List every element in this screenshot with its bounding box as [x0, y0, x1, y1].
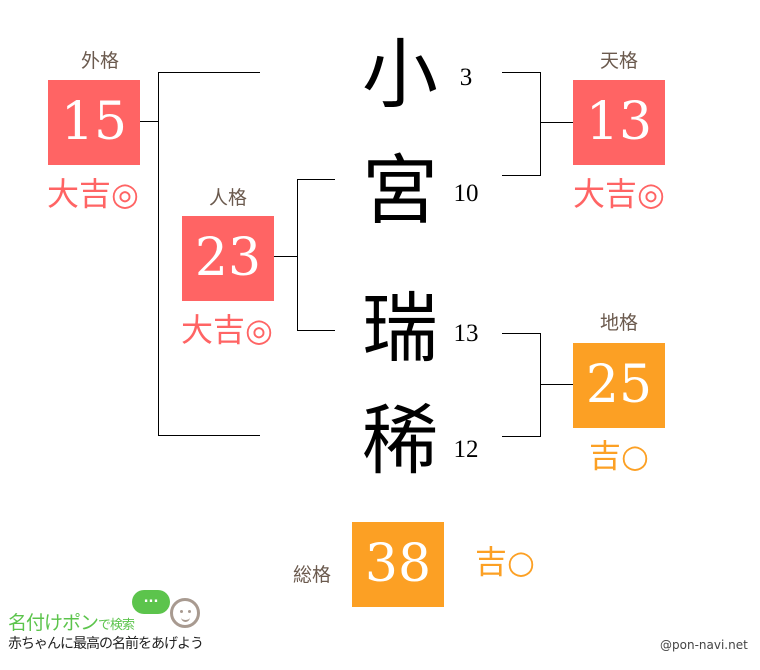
connector-line: [158, 72, 260, 73]
jinkaku-result: 大吉◎: [181, 311, 273, 349]
name-char-2: 宮: [362, 146, 438, 235]
connector-line: [297, 179, 298, 330]
chikaku-value: 25: [573, 343, 665, 428]
speech-bubble-icon: ...: [132, 590, 170, 614]
connector-line: [540, 72, 541, 176]
connector-line: [502, 333, 540, 334]
jinkaku-label: 人格: [208, 187, 247, 209]
name-char-3: 瑞: [362, 284, 438, 373]
connector-line: [297, 179, 335, 180]
tenkaku-result: 大吉◎: [573, 175, 665, 213]
tagline: 赤ちゃんに最高の名前をあげよう: [8, 636, 204, 652]
connector-line: [540, 384, 573, 385]
connector-line: [540, 122, 573, 123]
brand-suffix: で検索: [98, 618, 135, 633]
baby-face-icon: [170, 598, 200, 628]
soukaku-result: 吉○: [475, 543, 535, 581]
connector-line: [502, 436, 540, 437]
stroke-count-3: 13: [453, 320, 479, 347]
tenkaku-value: 13: [573, 80, 665, 165]
gaikaku-label: 外格: [80, 50, 119, 72]
soukaku-label: 総格: [292, 564, 331, 586]
connector-line: [540, 333, 541, 437]
brand-title: 名付けポン: [8, 612, 99, 634]
gaikaku-value: 15: [48, 80, 140, 165]
gaikaku-result: 大吉◎: [47, 175, 139, 213]
connector-line: [502, 72, 540, 73]
stroke-count-1: 3: [459, 64, 473, 91]
connector-line: [274, 256, 297, 257]
connector-line: [140, 121, 158, 122]
brand-name: 名付けポンで検索: [8, 608, 135, 635]
stroke-count-2: 10: [453, 180, 479, 207]
stroke-count-4: 12: [453, 436, 479, 463]
connector-line: [297, 330, 335, 331]
connector-line: [502, 175, 540, 176]
chikaku-label: 地格: [599, 312, 638, 334]
tenkaku-label: 天格: [599, 50, 638, 72]
name-char-1: 小: [362, 30, 438, 119]
connector-line: [158, 72, 159, 436]
soukaku-value: 38: [352, 522, 444, 607]
site-credit[interactable]: @pon-navi.net: [660, 638, 748, 652]
connector-line: [158, 435, 260, 436]
footer-logo[interactable]: 名付けポンで検索 ...: [8, 588, 218, 638]
chikaku-result: 吉○: [589, 437, 649, 475]
jinkaku-value: 23: [182, 216, 274, 301]
name-char-4: 稀: [362, 396, 438, 485]
